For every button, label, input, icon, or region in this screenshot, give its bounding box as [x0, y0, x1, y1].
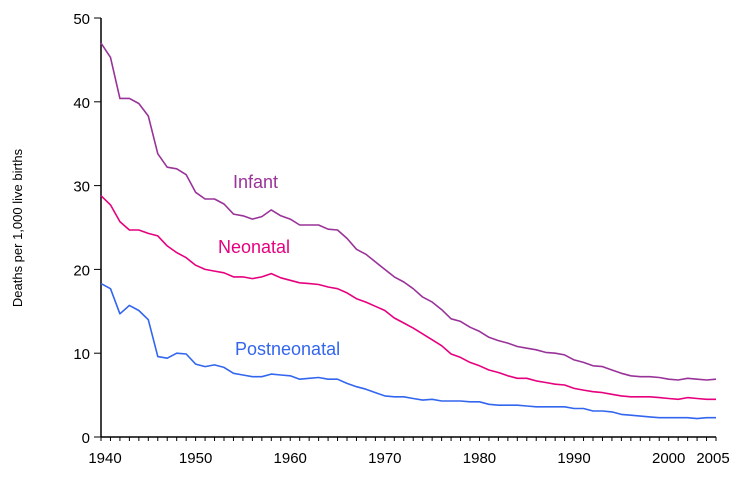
series-line-postneonatal — [100, 282, 716, 420]
x-tick-label: 1960 — [274, 450, 307, 467]
x-tick-label: 1980 — [463, 450, 496, 467]
x-tick-label: 1990 — [557, 450, 590, 467]
x-tick-label: 1940 — [88, 450, 121, 467]
series-lines — [100, 42, 717, 420]
series-line-infant — [100, 42, 717, 381]
y-tick-label: 20 — [73, 262, 90, 279]
x-tick-label: 1950 — [179, 450, 212, 467]
y-tick-label: 30 — [73, 179, 90, 196]
axes — [100, 18, 716, 438]
y-axis-title: Deaths per 1,000 live births — [10, 148, 25, 307]
x-tick-label: 1970 — [368, 450, 401, 467]
series-labels: Infant Neonatal Postneonatal — [218, 172, 340, 359]
x-tick-label: 2005 — [696, 450, 729, 467]
series-label-infant: Infant — [233, 172, 278, 192]
y-tick-label: 40 — [73, 95, 90, 112]
series-label-postneonatal: Postneonatal — [235, 339, 340, 359]
y-tick-label: 0 — [82, 430, 90, 447]
series-line-neonatal — [100, 195, 716, 401]
series-label-neonatal: Neonatal — [218, 237, 290, 257]
y-axis-ticks: 0 10 20 30 40 50 — [73, 11, 101, 447]
x-axis-ticks: 1940 1950 1960 1970 1980 1990 2000 2005 — [88, 437, 730, 467]
y-tick-label: 10 — [73, 346, 90, 363]
y-tick-label: 50 — [73, 11, 90, 28]
x-tick-label: 2000 — [652, 450, 685, 467]
